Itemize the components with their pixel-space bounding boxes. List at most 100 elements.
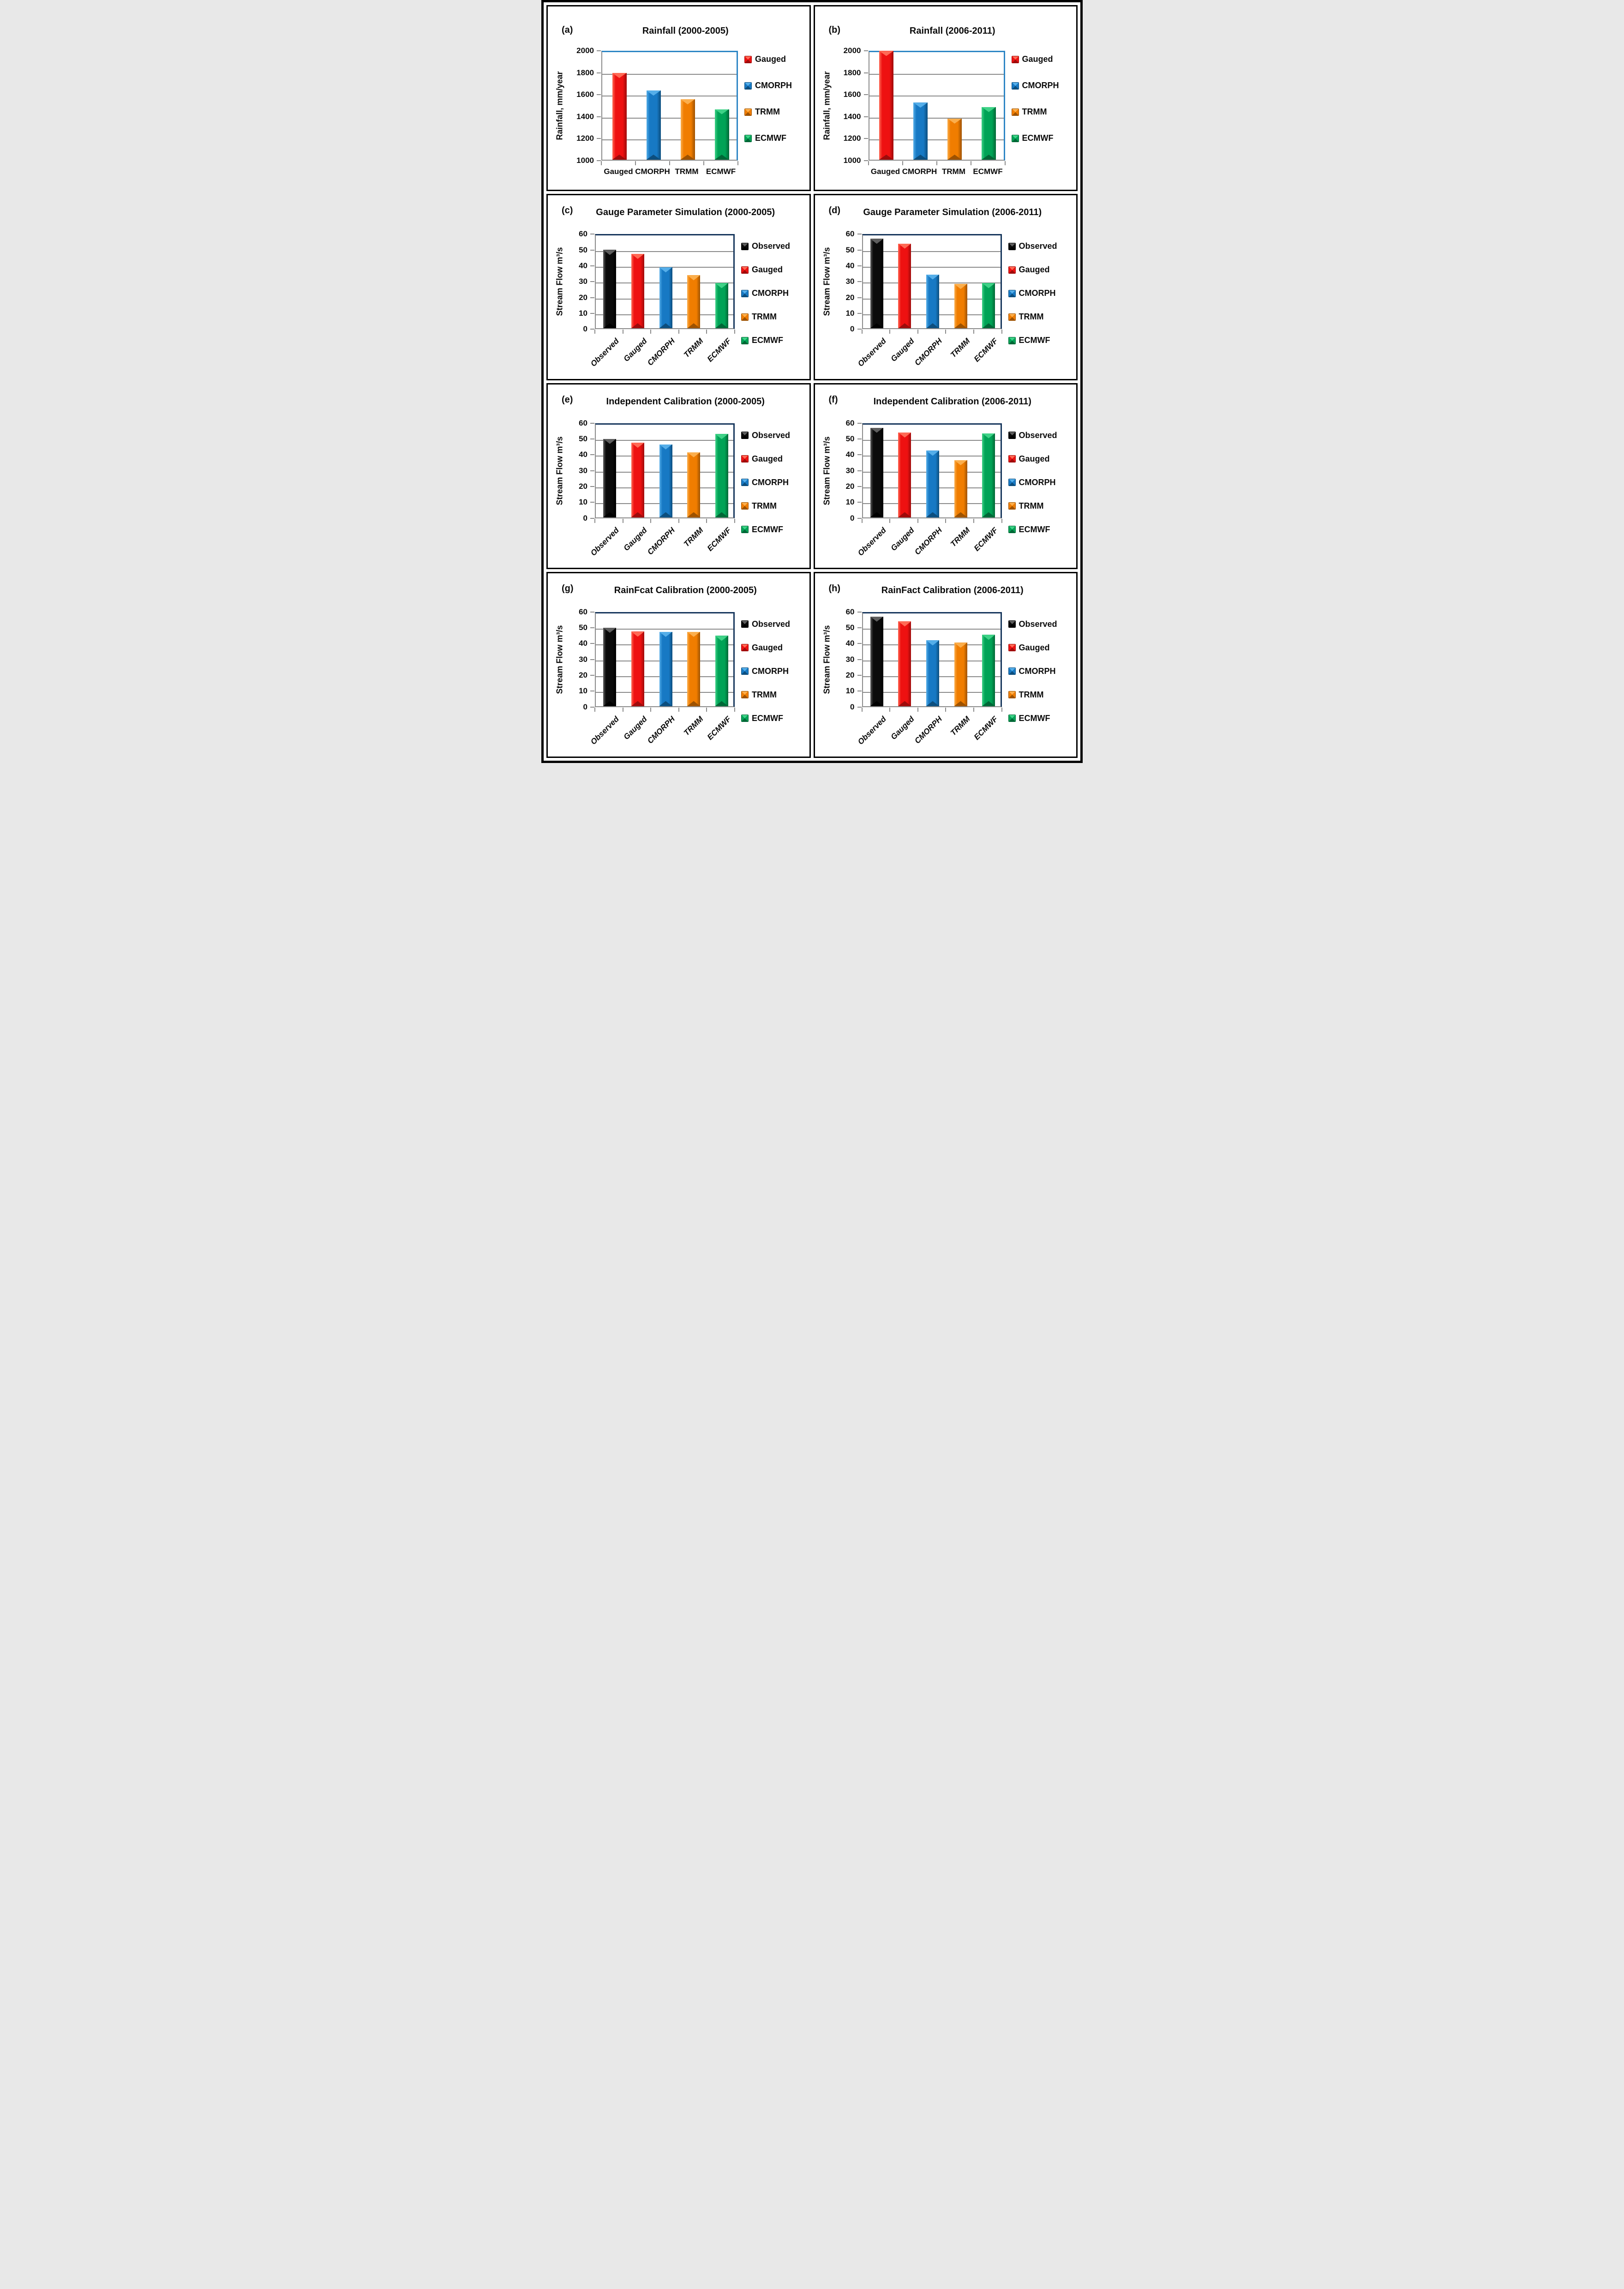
x-label-ecmwf: ECMWF xyxy=(705,714,733,742)
bar-ecmwf xyxy=(714,109,729,160)
bar-gauged xyxy=(898,432,911,517)
legend-label: Observed xyxy=(752,430,791,440)
x-tick-mark xyxy=(734,707,735,712)
x-label-observed: Observed xyxy=(589,336,621,369)
legend-marker-orange xyxy=(741,502,749,510)
y-tick-label: 60 xyxy=(845,607,855,616)
bar-gauged xyxy=(631,631,644,706)
x-tick-mark xyxy=(861,518,863,523)
legend-label: CMORPH xyxy=(1019,666,1056,676)
bar-top-bevel xyxy=(715,434,728,439)
legend-item-trmm: TRMM xyxy=(1008,690,1043,700)
y-tick-mark xyxy=(857,706,862,708)
legend-item-ecmwf: ECMWF xyxy=(1008,525,1050,535)
y-tick-label: 20 xyxy=(845,671,855,680)
x-label-cmorph: CMORPH xyxy=(646,336,677,368)
bar-bottom-bevel xyxy=(646,155,661,160)
legend-item-trmm: TRMM xyxy=(741,312,777,322)
y-tick-label: 20 xyxy=(845,481,855,491)
legend-item-gauged: Gauged xyxy=(1008,643,1050,653)
y-tick-label: 30 xyxy=(845,655,855,664)
y-tick-mark xyxy=(857,675,862,676)
panel-label: (d) xyxy=(828,205,841,216)
legend-label: TRMM xyxy=(1019,312,1044,322)
chart-title: Independent Calibration (2006-2011) xyxy=(873,396,1031,407)
bar-bottom-bevel xyxy=(913,155,928,160)
gridline xyxy=(863,266,1001,268)
y-tick-label: 1800 xyxy=(576,68,594,77)
bar-bottom-bevel xyxy=(982,512,995,517)
x-tick-mark xyxy=(936,161,937,165)
bar-trmm xyxy=(687,631,701,706)
legend-item-observed: Observed xyxy=(741,241,790,251)
bar-top-bevel xyxy=(659,267,672,273)
bar-gauged xyxy=(898,621,911,706)
y-tick-label: 20 xyxy=(579,293,587,302)
legend-label: ECMWF xyxy=(1019,524,1050,534)
legend-label: Gauged xyxy=(1019,643,1050,652)
plot-area xyxy=(862,234,1002,330)
y-axis-title: Rainfall, mm/year xyxy=(822,71,831,140)
bar-bottom-bevel xyxy=(926,323,939,329)
panel-e: (e) Independent Calibration (2000-2005) St… xyxy=(546,383,811,569)
plot-area xyxy=(862,612,1002,707)
panel-a: (a) Rainfall (2000-2005) Rainfall, mm/year… xyxy=(546,5,811,192)
y-tick-mark xyxy=(863,160,868,161)
bar-bottom-bevel xyxy=(715,323,728,329)
bar-cmorph xyxy=(659,631,672,706)
bar-gauged xyxy=(631,253,644,329)
y-tick-label: 50 xyxy=(579,434,587,443)
legend-marker-black xyxy=(1008,620,1016,628)
legend-item-trmm: TRMM xyxy=(1011,107,1047,117)
bar-bottom-bevel xyxy=(954,323,967,329)
bar-top-bevel xyxy=(631,253,644,259)
panel-label: (e) xyxy=(562,394,573,405)
legend-item-gauged: Gauged xyxy=(744,54,786,64)
bar-bottom-bevel xyxy=(870,323,883,329)
bar-top-bevel xyxy=(659,444,672,450)
legend-label: CMORPH xyxy=(1019,288,1056,298)
legend-label: CMORPH xyxy=(752,288,789,298)
bar-bottom-bevel xyxy=(631,512,644,517)
legend-item-trmm: TRMM xyxy=(744,107,780,117)
legend-item-observed: Observed xyxy=(741,431,790,440)
y-tick-mark xyxy=(597,50,601,51)
plot-area xyxy=(595,423,735,518)
legend-item-observed: Observed xyxy=(1008,431,1057,440)
legend-marker-red xyxy=(1008,455,1016,463)
legend-label: TRMM xyxy=(752,690,777,699)
legend-marker-black xyxy=(1008,432,1016,439)
legend-marker-blue xyxy=(1008,289,1016,297)
y-tick-label: 40 xyxy=(845,639,855,648)
legend-item-trmm: TRMM xyxy=(741,501,777,511)
x-tick-mark xyxy=(601,161,602,165)
bar-top-bevel xyxy=(982,283,995,288)
bar-ecmwf xyxy=(982,283,995,329)
x-label-gauged: Gauged xyxy=(889,525,916,553)
bar-ecmwf xyxy=(715,636,728,706)
legend-label: TRMM xyxy=(1019,501,1044,511)
legend-marker-blue xyxy=(1008,667,1016,675)
y-tick-label: 1600 xyxy=(576,90,594,99)
y-tick-label: 10 xyxy=(579,686,587,696)
legend-marker-orange xyxy=(1008,313,1016,321)
y-tick-mark xyxy=(857,486,862,487)
legend-item-cmorph: CMORPH xyxy=(1011,81,1059,90)
legend-marker-black xyxy=(741,620,749,628)
y-tick-label: 30 xyxy=(579,277,587,286)
y-tick-mark xyxy=(857,643,862,644)
y-tick-mark xyxy=(590,502,594,503)
figure-eight-panel-bar-charts: (a) Rainfall (2000-2005) Rainfall, mm/year… xyxy=(541,0,1083,763)
legend-item-trmm: TRMM xyxy=(741,690,777,700)
y-tick-label: 60 xyxy=(845,418,855,427)
bar-top-bevel xyxy=(612,72,627,78)
legend-item-ecmwf: ECMWF xyxy=(1008,336,1050,345)
y-tick-mark xyxy=(590,422,594,424)
y-tick-mark xyxy=(590,470,594,471)
y-tick-label: 60 xyxy=(579,229,587,239)
bar-bottom-bevel xyxy=(898,512,911,517)
x-label-cmorph: CMORPH xyxy=(913,714,944,745)
bar-observed xyxy=(603,250,617,329)
bar-bottom-bevel xyxy=(898,323,911,329)
bar-cmorph xyxy=(926,274,939,329)
